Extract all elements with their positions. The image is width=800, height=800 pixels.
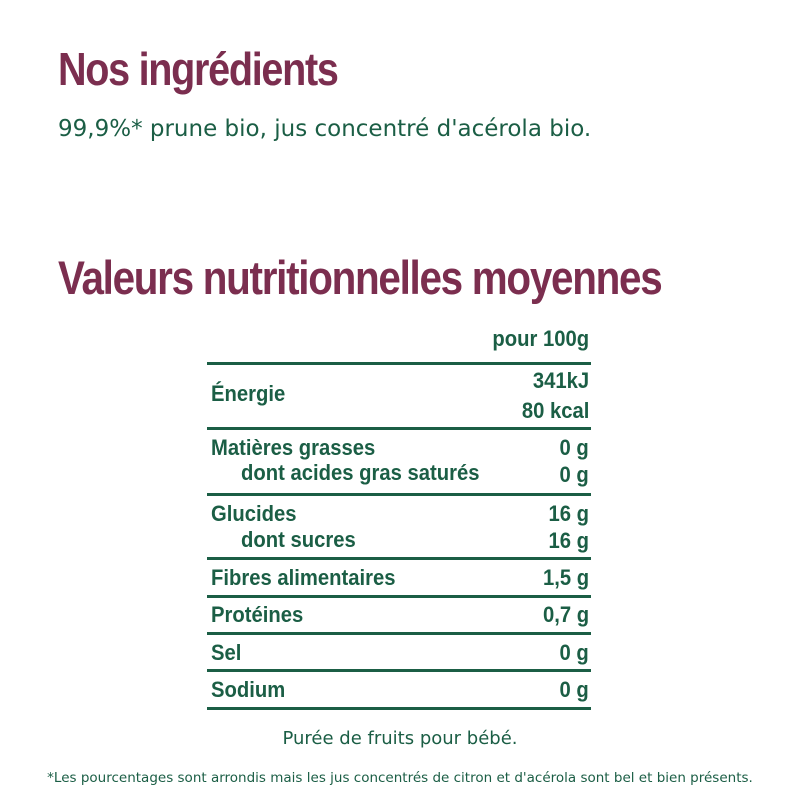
- value-glucides: 16 g: [548, 501, 589, 526]
- table-rule: [207, 362, 591, 365]
- table-rule: [207, 493, 591, 496]
- row-energie: Énergie 341kJ 80 kcal: [207, 365, 591, 427]
- nutrition-table: pour 100g Énergie 341kJ 80 kcal Matières…: [207, 322, 591, 710]
- label-glucides: Glucides: [211, 501, 297, 526]
- label-matieres-grasses: Matières grasses: [211, 435, 376, 460]
- label-fibres: Fibres alimentaires: [211, 565, 396, 590]
- value-acides-gras-satures: 0 g: [559, 462, 589, 487]
- value-sodium: 0 g: [559, 677, 589, 702]
- table-rule: [207, 632, 591, 635]
- product-description: Purée de fruits pour bébé.: [282, 728, 518, 749]
- footnote: *Les pourcentages sont arrondis mais les…: [47, 770, 753, 786]
- label-acides-gras-satures: dont acides gras saturés: [241, 460, 480, 485]
- row-matieres-grasses: Matières grasses 0 g dont acides gras sa…: [207, 430, 591, 493]
- value-energie-kcal: 80 kcal: [521, 398, 589, 423]
- label-dont-sucres: dont sucres: [241, 527, 356, 552]
- table-rule: [207, 557, 591, 560]
- value-energie-kj: 341kJ: [532, 368, 589, 393]
- value-fibres: 1,5 g: [542, 565, 589, 590]
- column-header-per-100g: pour 100g: [492, 326, 589, 351]
- label-energie: Énergie: [211, 381, 286, 406]
- value-sel: 0 g: [559, 640, 589, 665]
- row-sel: Sel 0 g: [207, 635, 591, 669]
- value-dont-sucres: 16 g: [548, 528, 589, 553]
- label-sodium: Sodium: [211, 677, 286, 702]
- row-glucides: Glucides 16 g dont sucres 16 g: [207, 496, 591, 557]
- row-sodium: Sodium 0 g: [207, 672, 591, 707]
- row-fibres: Fibres alimentaires 1,5 g: [207, 560, 591, 595]
- table-header-row: pour 100g: [207, 322, 591, 362]
- row-proteines: Protéines 0,7 g: [207, 598, 591, 632]
- table-rule: [207, 669, 591, 672]
- ingredients-list: 99,9%* prune bio, jus concentré d'acérol…: [58, 116, 592, 142]
- table-rule: [207, 707, 591, 710]
- label-proteines: Protéines: [211, 602, 304, 627]
- table-rule: [207, 427, 591, 430]
- nutrition-title: Valeurs nutritionnelles moyennes: [58, 251, 663, 304]
- value-matieres-grasses: 0 g: [559, 435, 589, 460]
- value-proteines: 0,7 g: [542, 602, 589, 627]
- table-rule: [207, 595, 591, 598]
- label-sel: Sel: [211, 640, 242, 665]
- ingredients-title: Nos ingrédients: [58, 43, 339, 95]
